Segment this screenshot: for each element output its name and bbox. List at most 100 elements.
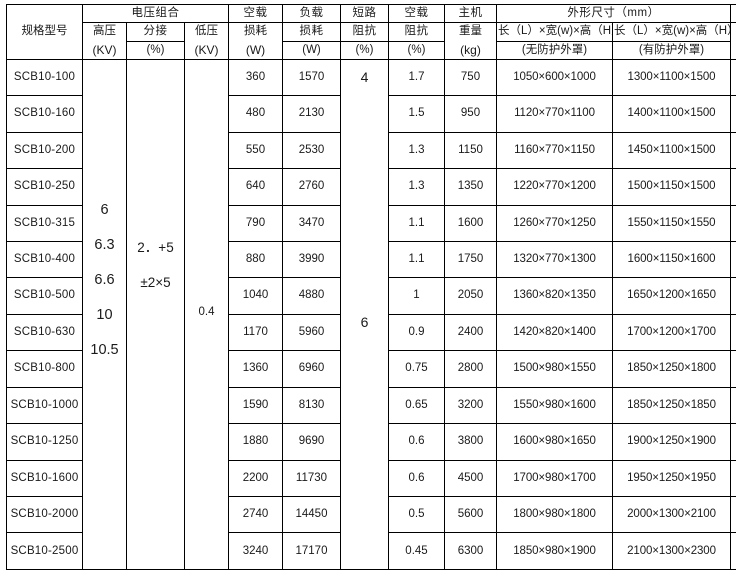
cell-sc-impedance-value: 6 [360, 313, 369, 330]
cell-noload-loss: 2740 [228, 495, 283, 534]
header-weight-unit: (kg) [460, 42, 481, 57]
cell-high-voltage: 6 6.3 6.6 10 10.5 [82, 58, 127, 571]
table-row: SCB10-2000 2740 14450 0.5 5600 1800×980×1800 2… [6, 495, 736, 534]
cell-load-loss: 17170 [282, 532, 341, 570]
cell-weight: 5600 [444, 495, 497, 534]
cell-gauge: 710×710 [730, 168, 736, 206]
cell-load-loss: 2130 [282, 95, 341, 133]
cell-load-loss: 9690 [282, 423, 341, 461]
cell-tap: 2．+5 ±2×5 [126, 58, 185, 571]
cell-noload-loss: 1040 [228, 277, 283, 315]
header-noload-impedance: 阻抗 [388, 22, 445, 42]
cell-load-loss: 2530 [282, 131, 341, 170]
cell-model: SCB10-630 [6, 313, 83, 352]
header-voltage-combination: 电压组合 [82, 3, 229, 24]
cell-dim-cover: 1550×1150×1550 [611, 204, 732, 242]
header-load-loss-unit: (W) [282, 40, 341, 60]
header-tap-unit: (%) [126, 40, 185, 60]
header-sc-impedance: 阻抗 [340, 22, 389, 42]
cell-gauge: 920×820 [730, 386, 736, 425]
table-row: SCB10-800 1360 6960 0.75 2800 1500×980×1550 18… [6, 350, 736, 388]
table-row: SCB10-630 1170 5960 0.9 2400 1420×820×1400 170… [6, 313, 736, 352]
cell-weight: 1150 [444, 131, 497, 170]
cell-dim-nocover: 1850×980×1900 [496, 532, 613, 570]
cell-gauge: 760×710 [730, 277, 736, 315]
header-noload-loss-label: 损耗 [244, 25, 267, 38]
cell-dim-cover: 1300×1100×1500 [611, 58, 732, 97]
cell-dim-nocover: 1550×980×1600 [496, 386, 613, 425]
table-row: SCB10-160 480 2130 1.5 950 1120×770×1100 1400×… [6, 95, 736, 133]
cell-weight: 1750 [444, 240, 497, 279]
header-noload-2: 空载 [388, 3, 445, 24]
cell-noload-loss: 480 [228, 95, 283, 133]
header-load: 负载 [282, 3, 341, 24]
header-row-sub1: 高压 (KV) 分接 低压 (KV) 损耗 (W) 损耗 阻抗 阻抗 重量 (k… [7, 22, 736, 60]
cell-load-loss: 14450 [282, 495, 341, 534]
cell-noload-impedance: 1.3 [388, 168, 445, 206]
cell-noload-loss: 790 [228, 204, 283, 242]
header-tap: 分接 [126, 22, 185, 42]
cell-dim-nocover: 1260×770×1250 [496, 204, 613, 242]
cell-noload-impedance: 1.5 [388, 95, 445, 133]
header-dimensions: 外形尺寸（mm） [495, 3, 732, 24]
cell-dim-cover: 2000×1300×2100 [611, 495, 732, 534]
table-row: SCB10-1600 2200 11730 0.6 4500 1700×980×1700 1… [6, 459, 736, 498]
header-mainbody: 主机 [444, 3, 497, 24]
cell-weight: 2400 [444, 313, 497, 352]
cell-dim-cover: 1600×1150×1600 [611, 240, 732, 279]
cell-low-voltage-value: 0.4 [198, 306, 215, 319]
cell-load-loss: 11730 [282, 459, 341, 498]
cell-tap-value: ±2×5 [140, 275, 171, 291]
header-dim-cover-note: (有防护外罩) [611, 40, 732, 60]
table-row: SCB10-2500 3240 17170 0.45 6300 1850×980×1900… [6, 532, 736, 570]
cell-noload-impedance: 0.6 [388, 459, 445, 498]
cell-load-loss: 1570 [282, 58, 341, 97]
header-lv-unit: (KV) [194, 42, 219, 57]
table-row: SCB10-200 550 2530 1.3 1150 1160×770×1150 1450… [6, 131, 736, 170]
cell-gauge: 550×550 [730, 58, 736, 97]
cell-noload-loss: 1590 [228, 386, 283, 425]
cell-dim-nocover: 1420×820×1400 [496, 313, 613, 352]
table-body: SCB10-100 6 6.3 6.6 10 10.5 2．+5 ±2×5 0.4 360 1570… [6, 58, 736, 571]
cell-low-voltage: 0.4 [184, 58, 229, 571]
cell-high-voltage-value: 6 [100, 201, 109, 218]
cell-gauge: 710×710 [730, 240, 736, 279]
cell-dim-nocover: 1800×980×1800 [496, 495, 613, 534]
cell-noload-impedance: 1.1 [388, 204, 445, 242]
header-gauge: 轨距 [730, 3, 736, 24]
cell-model: SCB10-315 [6, 204, 83, 242]
cell-model: SCB10-1250 [6, 423, 83, 461]
table-row: SCB10-1250 1880 9690 0.6 3800 1600×980×1650 19… [6, 423, 736, 461]
header-row-sub2: (%) (W) (%) (%) (无防护外罩) (有防护外罩) [7, 40, 736, 60]
cell-dim-cover: 1650×1200×1650 [611, 277, 732, 315]
cell-dim-cover: 1950×1250×1950 [611, 459, 732, 498]
header-noload-loss-unit: (W) [245, 42, 266, 57]
cell-dim-cover: 1500×1150×1500 [611, 168, 732, 206]
header-dim-cover: 长（L）×宽(w)×高（H） [611, 22, 732, 42]
cell-gauge: 710×660 [730, 131, 736, 170]
table-row: SCB10-100 6 6.3 6.6 10 10.5 2．+5 ±2×5 0.4 360 1570… [6, 58, 736, 571]
cell-weight: 4500 [444, 459, 497, 498]
cell-model: SCB10-2000 [6, 495, 83, 534]
table-header: 规格型号 电压组合 空载 负载 短路 空载 主机 外形尺寸（mm） 轨距 高压 … [6, 3, 736, 60]
header-lv-label: 低压 [195, 25, 218, 38]
cell-gauge: 760×710 [730, 313, 736, 352]
cell-noload-loss: 360 [228, 58, 283, 97]
cell-weight: 3800 [444, 423, 497, 461]
cell-noload-loss: 550 [228, 131, 283, 170]
cell-noload-impedance: 1.7 [388, 58, 445, 97]
cell-gauge: 920×920 [730, 495, 736, 534]
cell-weight: 2050 [444, 277, 497, 315]
header-row-group: 规格型号 电压组合 空载 负载 短路 空载 主机 外形尺寸（mm） 轨距 [6, 3, 736, 60]
cell-weight: 1350 [444, 168, 497, 206]
table-row: SCB10-250 640 2760 1.3 1350 1220×770×1200 1500… [6, 168, 736, 206]
cell-model: SCB10-100 [6, 58, 83, 97]
header-sc-impedance-unit: (%) [340, 40, 389, 60]
header-dim-nocover: 长（L）×宽(w)×高（H） [496, 22, 613, 42]
cell-dim-cover: 1450×1100×1500 [611, 131, 732, 170]
cell-model: SCB10-800 [6, 350, 83, 388]
cell-model: SCB10-1600 [6, 459, 83, 498]
cell-weight: 6300 [444, 532, 497, 570]
cell-load-loss: 6960 [282, 350, 341, 388]
